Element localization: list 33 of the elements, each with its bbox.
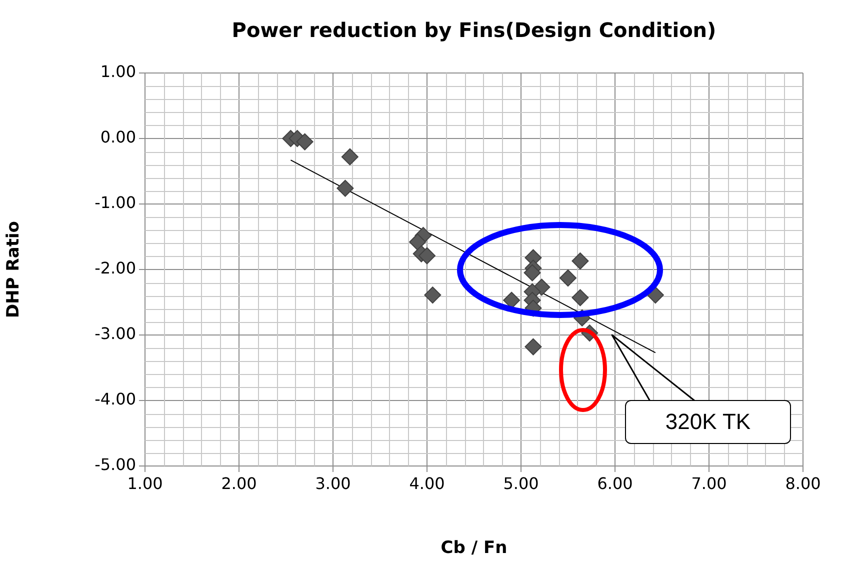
point <box>524 264 541 282</box>
point <box>341 148 358 166</box>
point <box>572 289 589 306</box>
y-tick-label: 0.00 <box>100 128 136 147</box>
point <box>560 270 576 287</box>
x-tick-label: 4.00 <box>409 474 445 493</box>
x-tick-label: 6.00 <box>597 474 633 493</box>
point <box>646 286 664 304</box>
point <box>418 247 436 264</box>
x-tick-label: 3.00 <box>315 474 351 493</box>
callout: 320K TK <box>610 332 791 444</box>
chart-title: Power reduction by Fins(Design Condition) <box>230 18 718 42</box>
x-tick-label: 7.00 <box>691 474 727 493</box>
point <box>336 180 354 197</box>
x-axis-title: Cb / Fn <box>440 538 508 558</box>
point <box>503 292 520 309</box>
point <box>409 233 426 250</box>
y-tick-label: 1.00 <box>100 62 136 82</box>
y-tick-label: -4.00 <box>94 390 136 409</box>
y-tick-label: -2.00 <box>94 258 136 278</box>
point <box>424 286 442 304</box>
x-tick-label: 8.00 <box>785 474 821 493</box>
y-tick-label: -3.00 <box>94 324 136 344</box>
y-tick-label: -5.00 <box>94 455 136 474</box>
point <box>524 338 542 356</box>
y-axis-title: DHP Ratio <box>4 221 24 318</box>
point <box>572 252 589 270</box>
x-tick-label: 5.00 <box>503 474 539 493</box>
x-tick-label: 1.00 <box>127 474 163 493</box>
x-tick-label: 2.00 <box>221 474 257 493</box>
y-tick-label: -1.00 <box>94 193 136 212</box>
point <box>296 133 314 150</box>
annotation: 320K TK <box>625 400 791 444</box>
